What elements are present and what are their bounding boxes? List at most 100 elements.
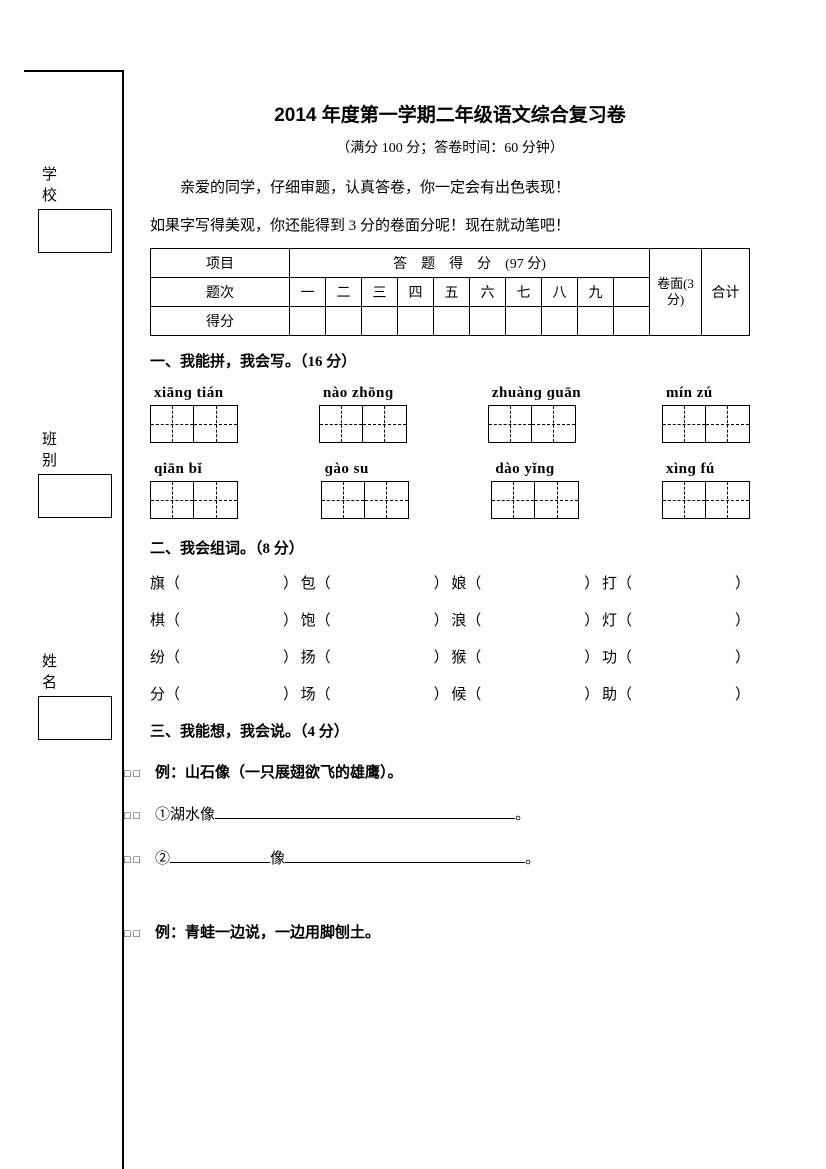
pinyin-group: dào yǐnɡ	[491, 461, 579, 519]
zuci-close: ）	[434, 572, 449, 593]
page-title: 2014 年度第一学期二年级语文综合复习卷	[150, 100, 750, 127]
pinyin-group: mín zú	[662, 385, 750, 443]
tianzi-box	[194, 405, 238, 443]
zuci-item: 娘（ ）	[451, 572, 599, 593]
tianzi-box	[150, 405, 194, 443]
score-table-num: 一	[290, 278, 326, 307]
zuci-item: 功（）	[602, 646, 750, 667]
underline-blank	[170, 845, 270, 863]
bullet-icon: □ □	[124, 854, 140, 866]
zuci-item: 包（ ）	[301, 572, 449, 593]
zuci-row: 旗（） 包（） 娘（） 打（）	[150, 572, 750, 593]
zuci-close: ）	[584, 572, 599, 593]
pinyin-text: dào yǐnɡ	[491, 461, 554, 478]
spacer	[150, 885, 750, 915]
pinyin-group: qiān bǐ	[150, 461, 238, 519]
section-2-title: 二、我会组词。（8 分）	[150, 537, 750, 558]
side-label-class-text: 班 别	[38, 428, 112, 470]
pinyin-row-2: qiān bǐ ɡào su dào yǐnɡ xìnɡ fú	[150, 461, 750, 519]
fill-prefix: ①湖水像	[140, 807, 215, 823]
zuci-item: 猴（）	[451, 646, 599, 667]
score-table-num: 二	[326, 278, 362, 307]
example-1-text: 例：山石像（一只展翅欲飞的雄鹰）。	[140, 765, 403, 781]
zuci-char: 包（	[301, 572, 331, 593]
tianzi-box	[535, 481, 579, 519]
pinyin-text: nào zhōnɡ	[319, 385, 394, 402]
tianzi-box	[491, 481, 535, 519]
score-table-cell	[542, 307, 578, 336]
score-table-num: 五	[434, 278, 470, 307]
zuci-close: ）	[434, 683, 449, 704]
score-table-cell	[326, 307, 362, 336]
bullet-icon: □ □	[124, 928, 140, 940]
tianzi-box	[532, 405, 576, 443]
pinyin-text: ɡào su	[321, 461, 369, 478]
side-label-class-box	[38, 474, 112, 518]
tianzi-box	[662, 405, 706, 443]
zuci-close: ）	[735, 572, 750, 593]
zuci-item: 饱（ ）	[301, 609, 449, 630]
pinyin-group: zhuànɡ ɡuān	[488, 385, 581, 443]
margin-line-horizontal	[24, 70, 124, 72]
score-table-label-score: 得分	[151, 307, 290, 336]
zuci-item: 扬（）	[301, 646, 449, 667]
zuci-char: 饱（	[301, 609, 331, 630]
zuci-char: 场（	[301, 683, 331, 704]
zuci-item: 场（ ）	[301, 683, 449, 704]
tianzi-box	[365, 481, 409, 519]
score-table-num: 四	[398, 278, 434, 307]
page-subtitle: （满分 100 分；答卷时间：60 分钟）	[150, 137, 750, 157]
example-1: □ □ 例：山石像（一只展翅欲飞的雄鹰）。	[124, 755, 750, 791]
tianzi-box	[662, 481, 706, 519]
pinyin-text: qiān bǐ	[150, 461, 202, 478]
zuci-char: 旗（	[150, 572, 180, 593]
section-1-title: 一、我能拼，我会写。（16 分）	[150, 350, 750, 371]
side-label-class: 班 别	[38, 428, 112, 518]
tianzi-pair	[662, 405, 750, 443]
zuci-item: 浪（）	[451, 609, 599, 630]
tianzi-pair	[150, 481, 238, 519]
zuci-char: 浪（	[451, 609, 481, 630]
score-table: 项目 答 题 得 分 (97 分) 卷面(3分) 合计 题次 一 二 三 四 五…	[150, 248, 750, 336]
zuci-char: 娘（	[451, 572, 481, 593]
score-table-header-surface: 卷面(3分)	[650, 249, 702, 336]
zuci-item: 旗（）	[150, 572, 298, 593]
pinyin-text: xìnɡ fú	[662, 461, 715, 478]
score-table-label-tici: 题次	[151, 278, 290, 307]
score-table-cell	[434, 307, 470, 336]
side-label-name-text: 姓 名	[38, 650, 112, 692]
zuci-item: 灯（）	[602, 609, 750, 630]
pinyin-group: xiānɡ tián	[150, 385, 238, 443]
score-table-header-total: 合计	[702, 249, 750, 336]
zuci-close: ）	[434, 646, 449, 667]
pinyin-text: mín zú	[662, 385, 713, 402]
zuci-close: ）	[434, 609, 449, 630]
zuci-char: 打（	[602, 572, 632, 593]
tianzi-pair	[491, 481, 579, 519]
pinyin-row-1: xiānɡ tián nào zhōnɡ zhuànɡ ɡuān mín zú	[150, 385, 750, 443]
pinyin-group: xìnɡ fú	[662, 461, 750, 519]
zuci-close: ）	[283, 646, 298, 667]
pinyin-group: ɡào su	[321, 461, 409, 519]
zuci-close: ）	[283, 683, 298, 704]
zuci-char: 分（	[150, 683, 180, 704]
score-table-cell	[506, 307, 542, 336]
score-table-cell	[578, 307, 614, 336]
zuci-item: 打（ ）	[602, 572, 750, 593]
score-table-num	[614, 278, 650, 307]
fill-prefix: ②	[140, 851, 170, 867]
zuci-close: ）	[735, 683, 750, 704]
zuci-close: ）	[584, 646, 599, 667]
side-label-school-text: 学 校	[38, 163, 112, 205]
tianzi-box	[194, 481, 238, 519]
zuci-char: 纷（	[150, 646, 180, 667]
zuci-char: 灯（	[602, 609, 632, 630]
score-table-cell	[362, 307, 398, 336]
score-table-cell	[290, 307, 326, 336]
tianzi-box	[706, 481, 750, 519]
fill-suffix: 。	[515, 807, 530, 823]
zuci-char: 助（	[602, 683, 632, 704]
score-table-num: 六	[470, 278, 506, 307]
intro-line-1: 亲爱的同学，仔细审题，认真答卷，你一定会有出色表现！	[150, 173, 750, 205]
zuci-item: 助（ ）	[602, 683, 750, 704]
